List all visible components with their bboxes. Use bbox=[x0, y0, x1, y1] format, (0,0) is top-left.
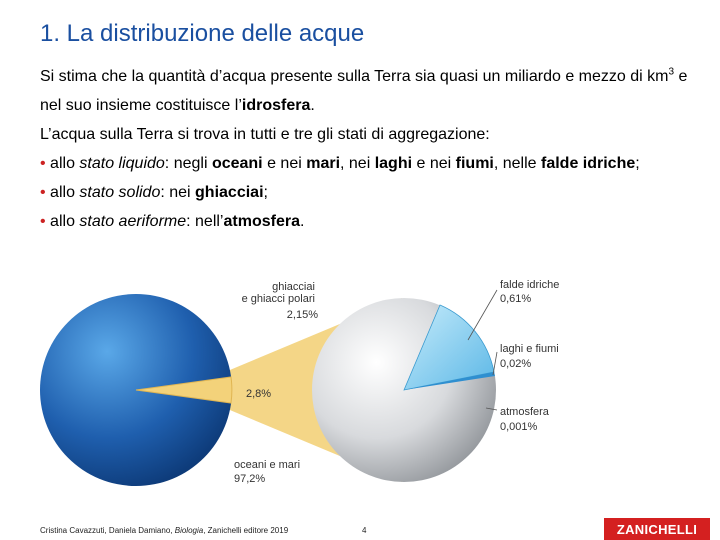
bullet-mark: • bbox=[40, 184, 46, 201]
paragraph-intro: Si stima che la quantità d’acqua present… bbox=[40, 62, 700, 120]
label-glaciers: ghiacciai e ghiacci polari 2,15% bbox=[242, 281, 319, 321]
bullet-text: allo bbox=[45, 213, 80, 230]
label-fresh-total: 2,8% bbox=[246, 388, 271, 400]
bullet-mark: • bbox=[40, 155, 46, 172]
state-solid: stato solido bbox=[79, 184, 161, 201]
footer-credits: Cristina Cavazzuti, Daniela Damiano, Bio… bbox=[40, 526, 288, 535]
page-number: 4 bbox=[362, 526, 367, 535]
leader-lakes bbox=[492, 351, 498, 376]
term-ghiacciai: ghiacciai bbox=[195, 184, 264, 201]
intro-text: Si stima che la quantità d’acqua present… bbox=[40, 68, 669, 85]
superscript-3: 3 bbox=[668, 66, 675, 78]
footer-publisher: , Zanichelli editore 2019 bbox=[203, 526, 289, 535]
bullet-text: : nei bbox=[160, 184, 196, 201]
term-atmosfera: atmosfera bbox=[223, 213, 300, 230]
label-atmosphere: atmosfera 0,001% bbox=[500, 406, 552, 433]
bullet-text: , nelle bbox=[493, 155, 541, 172]
term-oceani: oceani bbox=[211, 155, 263, 172]
intro-period: . bbox=[310, 97, 315, 114]
footer-book: Biologia bbox=[174, 526, 204, 535]
bullet-text: allo bbox=[45, 184, 80, 201]
slide-body: Si stima che la quantità d’acqua present… bbox=[40, 62, 700, 236]
footer-authors: Cristina Cavazzuti, Daniela Damiano, bbox=[40, 526, 175, 535]
bullet-solid: • allo stato solido: nei ghiacciai; bbox=[40, 178, 700, 207]
term-idrosfera: idrosfera bbox=[241, 97, 311, 114]
paragraph-states: L’acqua sulla Terra si trova in tutti e … bbox=[40, 126, 490, 143]
label-lakes: laghi e fiumi 0,02% bbox=[500, 343, 562, 370]
groundwater-slice bbox=[403, 304, 495, 391]
bullet-text: e nei bbox=[412, 155, 456, 172]
leader-atmosphere bbox=[485, 407, 498, 411]
leader-groundwater bbox=[467, 289, 498, 341]
bullet-text: , nei bbox=[340, 155, 375, 172]
slide-title: 1. La distribuzione delle acque bbox=[40, 20, 365, 47]
water-distribution-figure: ghiacciai e ghiacci polari 2,15% 2,8% oc… bbox=[40, 279, 562, 486]
state-liquid: stato liquido bbox=[79, 155, 165, 172]
fresh-water-slice bbox=[135, 376, 233, 404]
bullet-liquid: • allo stato liquido: negli oceani e nei… bbox=[40, 149, 700, 178]
label-groundwater: falde idriche 0,61% bbox=[500, 279, 562, 305]
term-laghi: laghi bbox=[374, 155, 413, 172]
term-fiumi: fiumi bbox=[455, 155, 494, 172]
intro-text-2: e nel suo insieme costituisce l’ bbox=[40, 68, 688, 114]
bullet-text: : negli bbox=[164, 155, 212, 172]
lakes-slice bbox=[404, 372, 495, 390]
term-mari: mari bbox=[306, 155, 341, 172]
label-oceans: oceani e mari 97,2% bbox=[234, 459, 303, 485]
zanichelli-logo: ZANICHELLI bbox=[604, 518, 710, 540]
bullet-text: allo bbox=[45, 155, 80, 172]
bullet-text: ; bbox=[263, 184, 268, 201]
bullet-gas: • allo stato aeriforme: nell’atmosfera. bbox=[40, 207, 700, 236]
bullet-text: e nei bbox=[262, 155, 307, 172]
bullet-text: . bbox=[299, 213, 305, 230]
state-gas: stato aeriforme bbox=[79, 213, 187, 230]
bullet-text: : nell’ bbox=[186, 213, 224, 230]
bullet-mark: • bbox=[40, 213, 46, 230]
bullet-text: ; bbox=[635, 155, 640, 172]
term-falde-idriche: falde idriche bbox=[541, 155, 636, 172]
